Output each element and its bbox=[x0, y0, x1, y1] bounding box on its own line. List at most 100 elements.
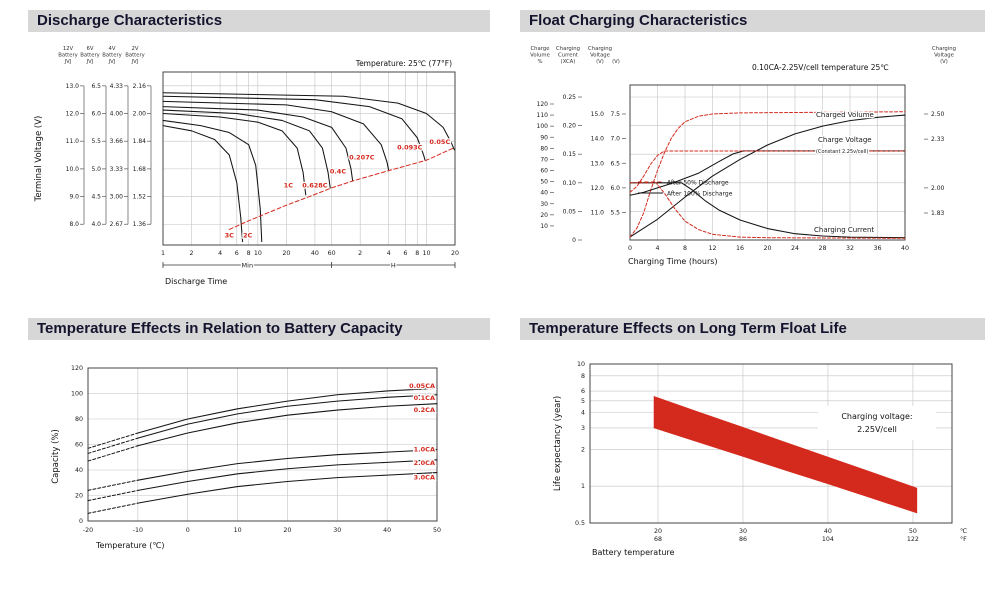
x-tick-label-celsius: 20 bbox=[654, 528, 662, 535]
plot-border bbox=[629, 84, 906, 241]
voltage6-tick-label: 6.5 bbox=[610, 160, 620, 167]
x-tick-label: 8 bbox=[683, 245, 687, 252]
y-tick-label: 1 bbox=[581, 483, 585, 490]
capacity-curve-3.0CA bbox=[137, 472, 438, 504]
discharge-curve-0.4C bbox=[162, 106, 354, 182]
y-tick-label: 4.33 bbox=[110, 83, 124, 90]
curve-label-2C: 2C bbox=[243, 231, 253, 239]
y-tick-label: 12.0 bbox=[66, 111, 80, 118]
discharge-title: Discharge Characteristics bbox=[37, 12, 223, 29]
plot-border bbox=[589, 363, 953, 524]
y-axis-header: 6V bbox=[87, 46, 94, 52]
x-tick-label: -20 bbox=[83, 527, 93, 534]
x-axis-title: Charging Time (hours) bbox=[628, 257, 718, 266]
x-tick-label: 6 bbox=[403, 250, 407, 257]
y-axis-header: Battery bbox=[58, 53, 78, 59]
voltage6-tick-label: 5.5 bbox=[610, 210, 620, 217]
float-life-panel: Temperature Effects on Long Term Float L… bbox=[520, 318, 985, 590]
curve-label-1.0CA: 1.0CA bbox=[414, 446, 435, 454]
float-curve-charged-volume-50 bbox=[629, 111, 906, 238]
y-tick-label: 1.52 bbox=[133, 194, 147, 201]
discharge-characteristics-panel: Discharge Characteristics 12V Battery JVJ 1… bbox=[28, 10, 490, 308]
capacity-curve-dashed-3.0CA bbox=[87, 502, 139, 514]
float-life-chart: 1086543210.5206830864010450122℃°FChargin… bbox=[520, 340, 985, 590]
y-tick-label: 2.00 bbox=[133, 111, 147, 118]
y-tick-label: 0 bbox=[79, 518, 83, 525]
x-tick-label: 20 bbox=[763, 245, 771, 252]
x-tick-label: 16 bbox=[736, 245, 744, 252]
curve-label-0.4C: 0.4C bbox=[330, 167, 347, 175]
discharge-chart: 12VBatteryJVJ13.012.011.010.09.08.06VBat… bbox=[28, 32, 490, 308]
y-axis-header: (V) bbox=[612, 59, 620, 65]
discharge-curve-3C bbox=[162, 125, 244, 243]
x-tick-label: 40 bbox=[901, 245, 909, 252]
volume-tick-label: 100 bbox=[537, 123, 549, 130]
right-axis-tick-label: 2.00 bbox=[931, 185, 945, 192]
current-tick-label: 0 bbox=[572, 237, 576, 244]
float-charging-title-bar: Float Charging Characteristics bbox=[520, 10, 985, 32]
y-tick-label: 13.0 bbox=[66, 83, 80, 90]
y-axis-header: Battery bbox=[102, 53, 122, 59]
curve-label-0.628C: 0.628C bbox=[302, 181, 328, 189]
temperature-capacity-title: Temperature Effects in Relation to Batte… bbox=[37, 320, 403, 337]
y-tick-label: 3.00 bbox=[110, 194, 124, 201]
y-tick-label: 5.0 bbox=[91, 166, 101, 173]
y-axis-header: JVJ bbox=[64, 59, 72, 65]
right-axis-tick-label: 2.33 bbox=[931, 136, 945, 143]
plot-border bbox=[87, 367, 438, 522]
x-tick-label: 50 bbox=[433, 527, 441, 534]
y-tick-label: 0.5 bbox=[575, 520, 585, 527]
y-axis-header: Charge bbox=[530, 46, 549, 52]
voltage6-tick-label: 7.0 bbox=[610, 136, 620, 143]
x-tick-label: 4 bbox=[218, 250, 222, 257]
y-tick-label: 4.0 bbox=[91, 221, 101, 228]
y-tick-label: 2 bbox=[581, 446, 585, 453]
condition-note: 0.10CA-2.25V/cell temperature 25℃ bbox=[752, 63, 889, 72]
temperature-capacity-panel: Temperature Effects in Relation to Batte… bbox=[28, 318, 490, 590]
curve-label-3.0CA: 3.0CA bbox=[414, 474, 435, 482]
x-tick-label: -10 bbox=[133, 527, 143, 534]
float-curve-charged-volume-100 bbox=[629, 114, 906, 238]
y-tick-label: 4.00 bbox=[110, 111, 124, 118]
x-unit-celsius: ℃ bbox=[960, 528, 967, 535]
y-tick-label: 6.5 bbox=[91, 83, 101, 90]
float-curve-charging-current-100 bbox=[629, 182, 906, 239]
volume-tick-label: 120 bbox=[537, 101, 549, 108]
volume-tick-label: 110 bbox=[537, 112, 549, 119]
curve-label-0.2CA: 0.2CA bbox=[414, 406, 435, 414]
y-tick-label: 11.0 bbox=[66, 138, 80, 145]
right-axis-header: Charging bbox=[932, 46, 956, 52]
y-tick-label: 120 bbox=[71, 365, 83, 372]
x-tick-label-celsius: 50 bbox=[909, 528, 917, 535]
y-axis-title: Capacity (%) bbox=[51, 429, 61, 484]
temperature-capacity-title-bar: Temperature Effects in Relation to Batte… bbox=[28, 318, 490, 340]
right-axis-header: (V) bbox=[940, 59, 948, 65]
annotation-box bbox=[818, 406, 936, 440]
y-tick-label: 2.67 bbox=[110, 221, 124, 228]
x-tick-label: 4 bbox=[655, 245, 659, 252]
x-tick-label: 36 bbox=[873, 245, 881, 252]
y-axis-header: 2V bbox=[132, 46, 139, 52]
y-axis-header: 12V bbox=[63, 46, 74, 52]
volume-tick-label: 10 bbox=[540, 223, 548, 230]
legend-label-100: After 100% Discharge bbox=[667, 191, 733, 198]
y-tick-label: 10 bbox=[577, 361, 585, 368]
current-tick-label: 0.15 bbox=[563, 151, 577, 158]
y-tick-label: 1.68 bbox=[133, 166, 147, 173]
x-tick-label: 0 bbox=[628, 245, 632, 252]
capacity-curve-0.1CA bbox=[137, 394, 438, 439]
volume-tick-label: 20 bbox=[540, 212, 548, 219]
volume-tick-label: 90 bbox=[540, 134, 548, 141]
y-tick-label: 8.0 bbox=[69, 221, 79, 228]
capacity-curve-1.0CA bbox=[137, 449, 438, 481]
y-axis-header: Battery bbox=[125, 53, 145, 59]
volume-tick-label: 60 bbox=[540, 168, 548, 175]
y-axis-title: Terminal Voltage (V) bbox=[34, 116, 44, 203]
x-tick-label: 40 bbox=[311, 250, 319, 257]
current-tick-label: 0.20 bbox=[563, 123, 577, 130]
current-tick-label: 0.05 bbox=[563, 208, 577, 215]
current-tick-label: 0.25 bbox=[563, 94, 577, 101]
y-tick-label: 60 bbox=[75, 442, 83, 449]
legend-label-50: After 50% Discharge bbox=[667, 180, 729, 187]
